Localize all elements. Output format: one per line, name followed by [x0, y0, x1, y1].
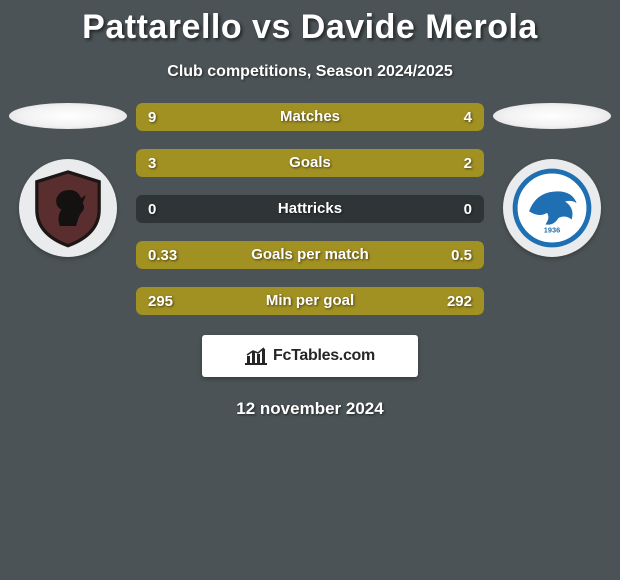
page-subtitle: Club competitions, Season 2024/2025	[8, 63, 612, 81]
page-title: Pattarello vs Davide Merola	[8, 0, 612, 47]
stat-value-right: 2	[464, 155, 484, 172]
stat-row: 3Goals2	[136, 149, 484, 177]
right-placeholder-ellipse	[493, 103, 611, 129]
stat-label: Goals per match	[136, 241, 484, 269]
right-side: 1936	[492, 103, 612, 257]
stat-row: 0.33Goals per match0.5	[136, 241, 484, 269]
stat-value-right: 0	[464, 201, 484, 218]
bar-chart-icon	[245, 346, 267, 366]
stat-rows: 9Matches4 3Goals2 0Hattricks0 0.33Goals per…	[136, 103, 484, 315]
left-club-crest	[19, 159, 117, 257]
stat-row: 0Hattricks0	[136, 195, 484, 223]
brand-label: FcTables.com	[273, 347, 375, 365]
stat-value-right: 4	[464, 109, 484, 126]
right-club-crest: 1936	[503, 159, 601, 257]
stat-label: Hattricks	[136, 195, 484, 223]
stat-value-right: 292	[447, 293, 484, 310]
left-placeholder-ellipse	[9, 103, 127, 129]
stat-row: 9Matches4	[136, 103, 484, 131]
left-side	[8, 103, 128, 257]
svg-text:1936: 1936	[544, 226, 560, 235]
stat-label: Matches	[136, 103, 484, 131]
stat-row: 295Min per goal292	[136, 287, 484, 315]
stat-value-right: 0.5	[451, 247, 484, 264]
snapshot-date: 12 november 2024	[8, 399, 612, 419]
stat-label: Goals	[136, 149, 484, 177]
comparison-content: 9Matches4 3Goals2 0Hattricks0 0.33Goals per…	[8, 103, 612, 315]
stat-label: Min per goal	[136, 287, 484, 315]
brand-card[interactable]: FcTables.com	[202, 335, 418, 377]
